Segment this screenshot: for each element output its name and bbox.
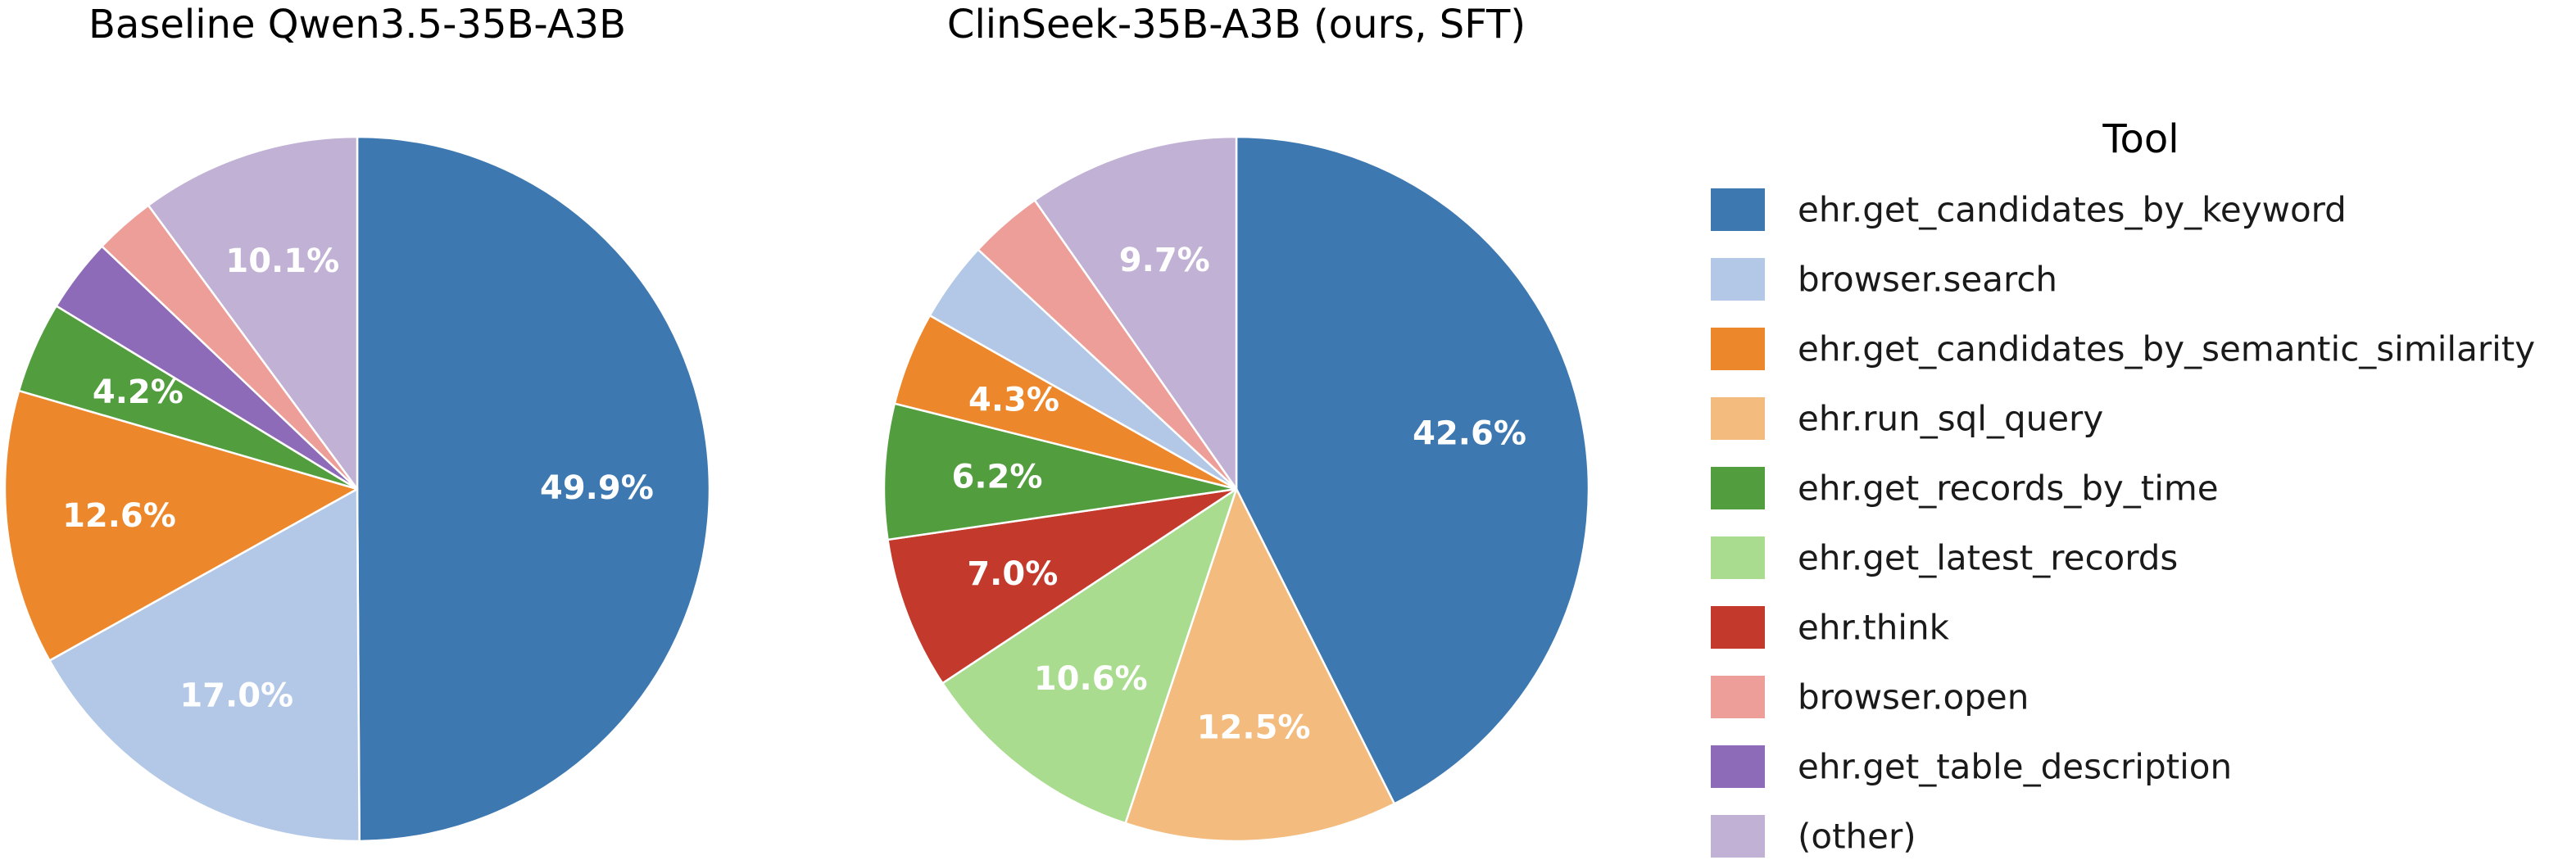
legend-label-ehr-run-sql-query: ehr.run_sql_query [1798,399,2103,439]
baseline-slice-other [147,135,359,491]
clinseek-slice-label-ehr-get-records-by-time: 6.2% [952,458,1043,496]
clinseek-pie-chart: ClinSeek-35B-A3B (ours, SFT) 42.6% 12.5% 1… [882,2,1590,843]
clinseek-slice-ehr-run-sql-query [1124,487,1396,843]
clinseek-slice-label-ehr-think: 7.0% [967,555,1058,593]
legend-swatch-ehr-get-records-by-time [1711,467,1765,509]
legend-label-browser-search: browser.search [1798,260,2057,300]
legend-item-ehr-think: ehr.think [1711,606,1950,649]
baseline-slice-ehr-get-candidates-by-semantic-similarity [3,389,359,662]
legend-swatch-ehr-think [1711,606,1765,649]
legend-label-ehr-get-records-by-time: ehr.get_records_by_time [1798,468,2219,509]
legend-swatch-ehr-get-candidates-by-keyword [1711,188,1765,231]
legend-item-ehr-get-candidates-by-semantic-similarity: ehr.get_candidates_by_semantic_similarit… [1711,328,2535,370]
baseline-slice-ehr-get-candidates-by-keyword [356,135,711,843]
clinseek-slice-label-other: 9.7% [1119,242,1210,279]
clinseek-slice-ehr-get-latest-records [941,487,1238,825]
legend-label-ehr-think: ehr.think [1798,608,1950,648]
clinseek-chart-title: ClinSeek-35B-A3B (ours, SFT) [947,2,1526,48]
legend-label-ehr-get-latest-records: ehr.get_latest_records [1798,538,2178,578]
legend-label-ehr-get-candidates-by-semantic-similarity: ehr.get_candidates_by_semantic_similarit… [1798,329,2535,369]
baseline-slice-label-browser-search: 17.0% [179,677,293,715]
legend-item-other: (other) [1711,815,1916,858]
legend-item-ehr-get-candidates-by-keyword: ehr.get_candidates_by_keyword [1711,188,2347,231]
baseline-slice-label-other: 10.1% [225,242,339,280]
legend-swatch-ehr-get-candidates-by-semantic-similarity [1711,328,1765,370]
clinseek-slice-label-ehr-get-candidates-by-keyword: 42.6% [1413,415,1526,453]
legend-item-ehr-get-latest-records: ehr.get_latest_records [1711,536,2178,579]
baseline-pie-chart: Baseline Qwen3.5-35B-A3B 49.9% 17.0% 12.6%… [3,2,711,843]
baseline-slice-label-ehr-get-candidates-by-keyword: 49.9% [540,469,654,507]
legend-label-ehr-get-candidates-by-keyword: ehr.get_candidates_by_keyword [1798,190,2347,230]
legend-label-other: (other) [1798,817,1916,857]
clinseek-slice-other [1033,135,1238,491]
legend-label-ehr-get-table-description: ehr.get_table_description [1798,747,2232,787]
legend-item-ehr-get-table-description: ehr.get_table_description [1711,745,2232,788]
legend-swatch-browser-open [1711,676,1765,718]
clinseek-slice-label-ehr-get-candidates-by-semantic-similarity: 4.3% [968,382,1059,419]
legend-item-browser-search: browser.search [1711,258,2057,301]
clinseek-slice-label-ehr-run-sql-query: 12.5% [1197,709,1311,747]
legend-item-ehr-get-records-by-time: ehr.get_records_by_time [1711,467,2219,509]
legend: Tool ehr.get_candidates_by_keywordbrowse… [1711,116,2535,858]
legend-swatch-ehr-get-latest-records [1711,536,1765,579]
legend-swatch-other [1711,815,1765,858]
legend-title: Tool [2102,116,2179,162]
baseline-slice-label-ehr-get-records-by-time: 4.2% [93,373,184,411]
legend-swatch-ehr-get-table-description [1711,745,1765,788]
legend-label-browser-open: browser.open [1798,677,2029,717]
baseline-chart-title: Baseline Qwen3.5-35B-A3B [88,2,626,48]
legend-swatch-browser-search [1711,258,1765,301]
clinseek-slice-label-ehr-get-latest-records: 10.6% [1034,660,1148,698]
baseline-slice-browser-search [48,487,361,843]
legend-swatch-ehr-run-sql-query [1711,397,1765,440]
clinseek-slice-ehr-get-candidates-by-keyword [1235,135,1590,805]
baseline-slice-label-ehr-get-candidates-by-semantic-similarity: 12.6% [62,497,176,535]
legend-item-browser-open: browser.open [1711,676,2029,718]
clinseek-slice-ehr-get-records-by-time [882,402,1238,541]
clinseek-slice-ehr-think [887,487,1238,685]
legend-item-ehr-run-sql-query: ehr.run_sql_query [1711,397,2103,440]
